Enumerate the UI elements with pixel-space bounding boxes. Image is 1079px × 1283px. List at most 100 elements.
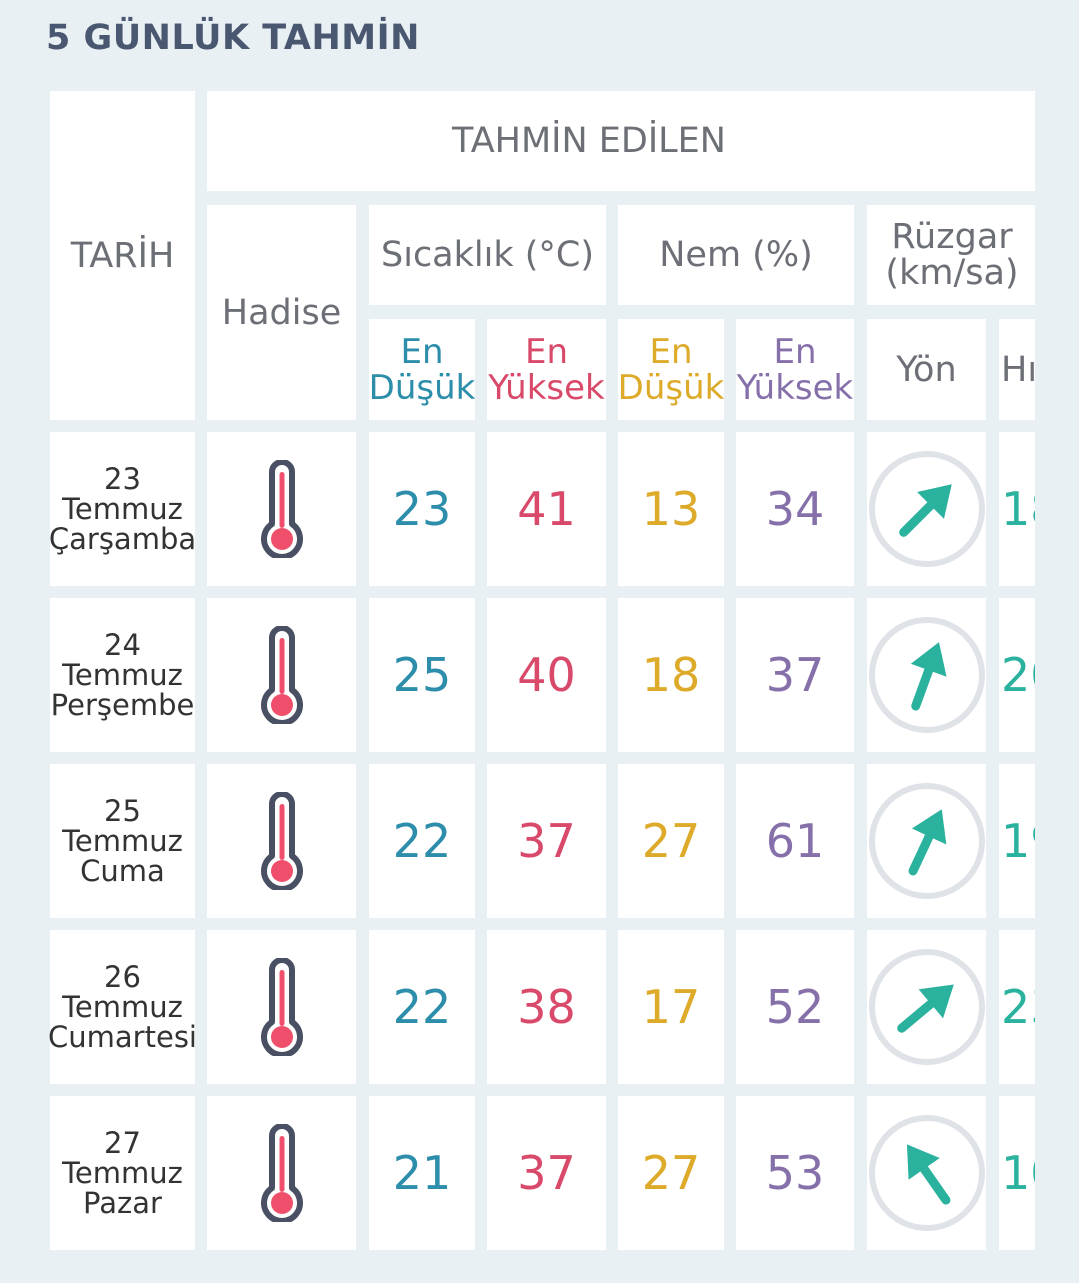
header-max-humidity: En Yüksek	[736, 319, 854, 420]
header-max-humidity-line1: En	[773, 331, 817, 372]
max-humidity-value: 34	[765, 482, 825, 536]
date-month: Temmuz	[62, 990, 183, 1024]
max-humidity-cell: 52	[736, 930, 854, 1084]
header-wind-line2: (km/sa)	[885, 253, 1019, 293]
page-title: 5 GÜNLÜK TAHMİN	[46, 18, 420, 58]
header-wind-line1: Rüzgar	[891, 217, 1013, 257]
max-humidity-cell: 61	[736, 764, 854, 918]
date-cell: 25 Temmuz Cuma	[50, 764, 195, 918]
forecast-table[interactable]: TARİH TAHMİN EDİLEN Hadise Sıcaklık (°C)…	[47, 88, 1035, 1258]
event-cell	[207, 930, 356, 1084]
date-cell: 26 Temmuz Cumartesi	[48, 930, 197, 1084]
date-cell: 24 Temmuz Perşembe	[50, 598, 195, 752]
thermometer-icon	[257, 958, 307, 1056]
min-humidity-cell: 27	[618, 1096, 724, 1250]
wind-direction-cell	[867, 930, 986, 1084]
date-day: 27	[104, 1126, 141, 1160]
header-min-temp: En Düşük	[369, 319, 475, 420]
thermometer-icon	[257, 1124, 307, 1222]
min-humidity-cell: 27	[618, 764, 724, 918]
header-date: TARİH	[50, 91, 195, 420]
header-humidity: Nem (%)	[618, 205, 854, 305]
header-wind-speed: Hı	[999, 319, 1035, 420]
min-humidity-value: 18	[641, 648, 701, 702]
wind-speed-cell: 18	[999, 432, 1035, 586]
min-temp-cell: 23	[369, 432, 475, 586]
min-temp-value: 23	[392, 482, 452, 536]
wind-speed-cell: 23	[999, 930, 1035, 1084]
min-temp-cell: 22	[369, 930, 475, 1084]
wind-speed-value: 19	[1001, 814, 1035, 868]
header-min-temp-line1: En	[400, 331, 444, 372]
wind-speed-value: 18	[1001, 482, 1035, 536]
min-humidity-cell: 17	[618, 930, 724, 1084]
date-month: Temmuz	[62, 1156, 183, 1190]
min-temp-cell: 22	[369, 764, 475, 918]
wind-speed-value: 10	[1001, 1146, 1035, 1200]
min-humidity-value: 13	[641, 482, 701, 536]
wind-speed-cell: 20	[999, 598, 1035, 752]
max-humidity-cell: 34	[736, 432, 854, 586]
date-month: Temmuz	[62, 824, 183, 858]
min-humidity-value: 27	[641, 1146, 701, 1200]
date-day: 25	[104, 794, 141, 828]
date-weekday: Çarşamba	[48, 522, 197, 556]
wind-direction-arrow-icon	[868, 1114, 986, 1232]
thermometer-svg	[260, 792, 303, 890]
header-forecast-label: TAHMİN EDİLEN	[452, 121, 726, 161]
wind-direction-arrow-icon	[868, 948, 986, 1066]
wind-speed-cell: 19	[999, 764, 1035, 918]
min-humidity-cell: 13	[618, 432, 724, 586]
wind-direction-cell	[867, 764, 986, 918]
date-month: Temmuz	[62, 492, 183, 526]
wind-direction-arrow-icon	[868, 450, 986, 568]
header-forecast: TAHMİN EDİLEN	[207, 91, 1035, 191]
header-min-humidity: En Düşük	[618, 319, 724, 420]
max-humidity-value: 61	[765, 814, 825, 868]
max-temp-value: 40	[517, 648, 576, 702]
date-cell: 23 Temmuz Çarşamba	[48, 432, 197, 586]
date-weekday: Cumartesi	[48, 1020, 197, 1054]
header-humidity-label: Nem (%)	[659, 235, 813, 275]
wind-direction-cell	[867, 432, 986, 586]
wind-direction-arrow-icon	[868, 782, 986, 900]
header-event: Hadise	[207, 205, 356, 420]
event-cell	[207, 432, 356, 586]
min-temp-cell: 21	[369, 1096, 475, 1250]
min-temp-cell: 25	[369, 598, 475, 752]
header-event-label: Hadise	[221, 292, 342, 333]
max-temp-cell: 40	[487, 598, 606, 752]
date-cell: 27 Temmuz Pazar	[50, 1096, 195, 1250]
thermometer-icon	[257, 626, 307, 724]
thermometer-icon	[257, 792, 307, 890]
date-day: 26	[104, 960, 141, 994]
max-humidity-value: 52	[765, 980, 825, 1034]
event-cell	[207, 598, 356, 752]
thermometer-svg	[260, 958, 303, 1056]
max-humidity-cell: 37	[736, 598, 854, 752]
min-temp-value: 22	[392, 980, 452, 1034]
header-max-temp-line2: Yüksek	[488, 367, 605, 408]
max-humidity-value: 53	[765, 1146, 825, 1200]
max-temp-value: 41	[517, 482, 576, 536]
header-wind-speed-label: Hı	[1001, 349, 1035, 390]
header-temperature: Sıcaklık (°C)	[369, 205, 606, 305]
wind-direction-cell	[867, 1096, 986, 1250]
max-temp-cell: 37	[487, 1096, 606, 1250]
header-wind-direction: Yön	[867, 319, 986, 420]
max-temp-cell: 41	[487, 432, 606, 586]
wind-direction-arrow-icon	[868, 616, 986, 734]
date-day: 24	[104, 628, 141, 662]
wind-direction-cell	[867, 598, 986, 752]
header-max-temp: En Yüksek	[487, 319, 606, 420]
date-weekday: Perşembe	[50, 688, 195, 722]
wind-speed-value: 23	[1001, 980, 1035, 1034]
max-temp-value: 37	[517, 1146, 576, 1200]
date-day: 23	[104, 462, 141, 496]
thermometer-icon	[257, 460, 307, 558]
min-humidity-value: 27	[641, 814, 701, 868]
event-cell	[207, 1096, 356, 1250]
date-weekday: Cuma	[80, 854, 165, 888]
min-temp-value: 25	[392, 648, 452, 702]
header-wind-direction-label: Yön	[896, 349, 957, 390]
